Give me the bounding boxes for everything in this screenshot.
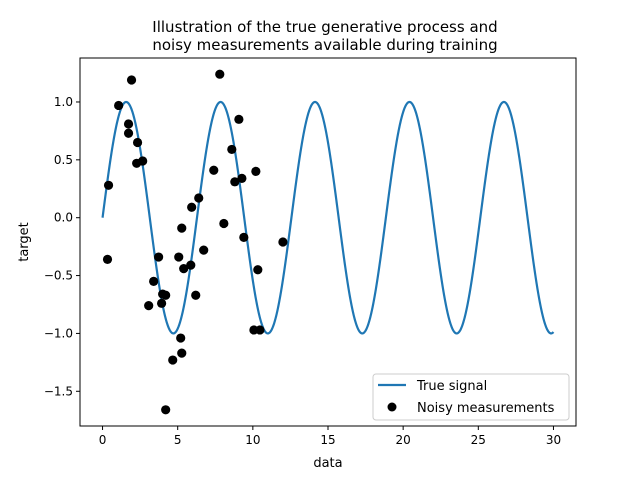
noisy-measurement-point — [123, 119, 134, 129]
noisy-measurement-point — [230, 177, 240, 187]
noisy-measurement-point — [255, 325, 265, 335]
noisy-measurement-point — [138, 156, 148, 166]
x-axis-label: data — [313, 456, 342, 471]
noisy-measurement-point — [251, 166, 261, 177]
x-tick-label: 0 — [99, 433, 107, 447]
y-tick-label: −1.0 — [44, 326, 73, 340]
y-tick-label: 0.0 — [54, 211, 73, 225]
noisy-measurement-point — [168, 355, 178, 365]
noisy-measurement-point — [123, 128, 134, 138]
noisy-measurement-point — [161, 290, 171, 300]
noisy-measurement-point — [126, 75, 137, 85]
noisy-measurement-point — [234, 114, 244, 124]
noisy-measurement-point — [174, 252, 184, 262]
noisy-measurement-point — [278, 237, 288, 247]
noisy-measurement-point — [157, 298, 167, 308]
noisy-measurement-point — [191, 290, 201, 300]
noisy-measurement-point — [209, 165, 219, 175]
noisy-measurement-point — [102, 254, 113, 264]
noisy-measurement-point — [186, 260, 196, 270]
noisy-measurement-point — [144, 301, 154, 311]
noisy-measurement-point — [194, 193, 204, 203]
noisy-measurement-point — [187, 202, 197, 212]
noisy-measurement-point — [177, 223, 187, 233]
noisy-measurement-point — [239, 232, 249, 242]
x-tick-label: 20 — [396, 433, 411, 447]
legend-box — [372, 373, 570, 421]
legend-dot-swatch — [387, 402, 397, 412]
y-tick-label: 0.5 — [54, 153, 73, 167]
x-tick-label: 5 — [174, 433, 182, 447]
noisy-measurement-point — [227, 144, 237, 155]
noisy-measurement-point — [219, 218, 229, 229]
legend-label-true-signal: True signal — [416, 379, 487, 394]
y-axis-label: target — [17, 222, 32, 262]
chart-title-line-1: Illustration of the true generative proc… — [152, 18, 497, 36]
noisy-measurement-point — [103, 180, 114, 190]
x-tick-label: 30 — [546, 433, 561, 447]
axes-frame — [79, 57, 577, 427]
noisy-measurement-point — [199, 245, 209, 255]
noisy-measurement-point — [215, 69, 225, 79]
noisy-measurement-point — [253, 265, 263, 275]
y-tick-label: −1.5 — [44, 384, 73, 398]
y-tick-label: 1.0 — [54, 95, 73, 109]
legend: True signal Noisy measurements — [372, 373, 570, 421]
x-tick-label: 15 — [320, 433, 335, 447]
noisy-measurement-point — [149, 276, 159, 286]
x-tick-label: 25 — [471, 433, 486, 447]
legend-label-noisy: Noisy measurements — [417, 401, 555, 416]
noisy-measurement-point — [114, 100, 124, 111]
plot-area: 0 5 10 15 20 25 30 1.0 0.5 0.0 −0.5 −1.0 −1.5 — [44, 57, 577, 447]
noisy-measurement-point — [176, 333, 186, 343]
x-tick-label: 10 — [245, 433, 260, 447]
noisy-measurement-point — [237, 173, 247, 183]
noisy-measurement-point — [179, 264, 189, 274]
noisy-measurement-point — [177, 348, 187, 358]
noisy-measurement-point — [132, 137, 143, 148]
true-signal-line — [101, 100, 555, 335]
noisy-measurement-point — [161, 405, 171, 415]
noisy-measurement-point — [154, 252, 164, 262]
y-tick-label: −0.5 — [44, 269, 73, 283]
chart-title-line-2: noisy measurements available during trai… — [152, 36, 497, 54]
